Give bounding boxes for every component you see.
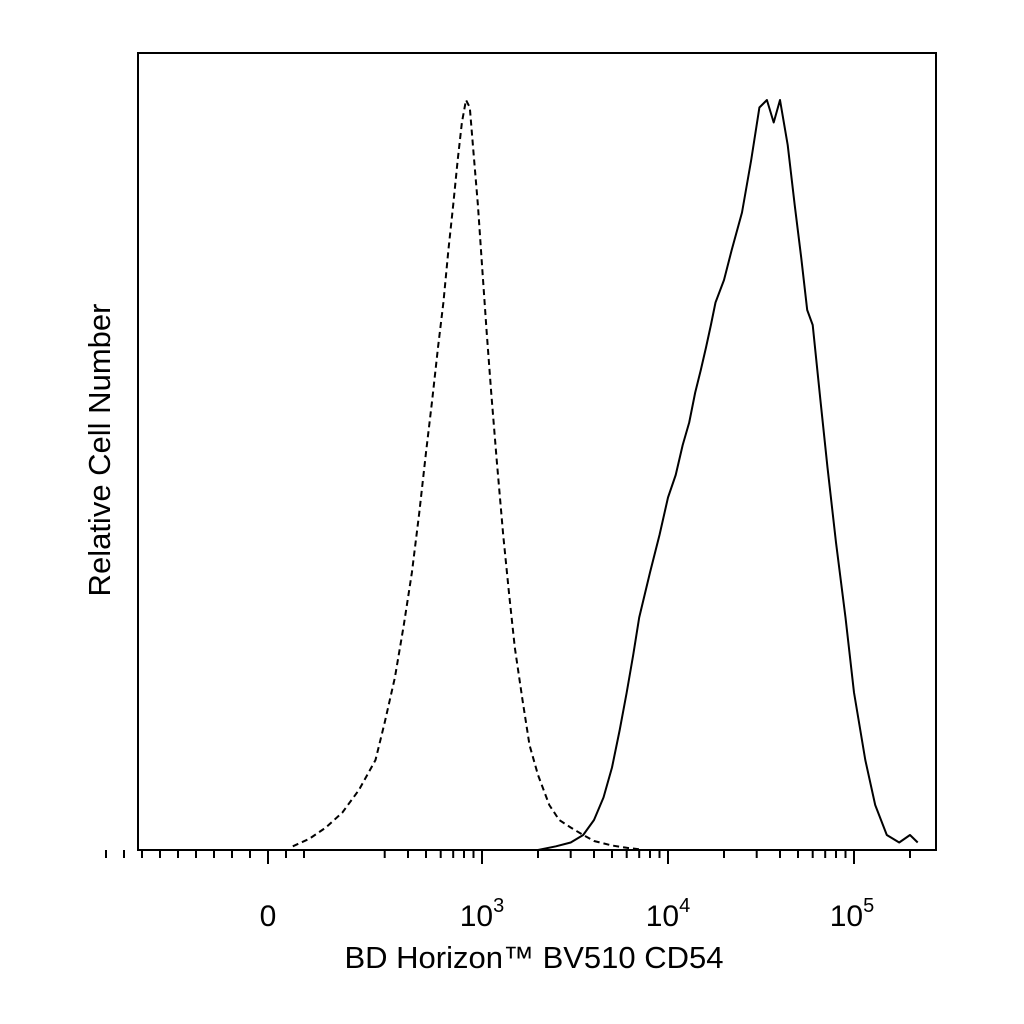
x-axis-title: BD Horizon™ BV510 CD54 (344, 940, 723, 975)
series-layer (292, 99, 919, 851)
cd54-stained-histogram-line (537, 99, 919, 851)
isotype-control-histogram-line (292, 99, 640, 851)
x-tick-label-1e5: 105 (830, 895, 875, 933)
x-tick-label-1e4: 104 (646, 895, 691, 933)
y-axis-title: Relative Cell Number (82, 304, 117, 597)
x-axis-minor-ticks (105, 850, 911, 858)
x-tick-label-0: 0 (260, 900, 277, 933)
plot-frame (137, 52, 937, 851)
x-axis-major-ticks (267, 850, 855, 864)
x-tick-label-1e3: 103 (460, 895, 505, 933)
